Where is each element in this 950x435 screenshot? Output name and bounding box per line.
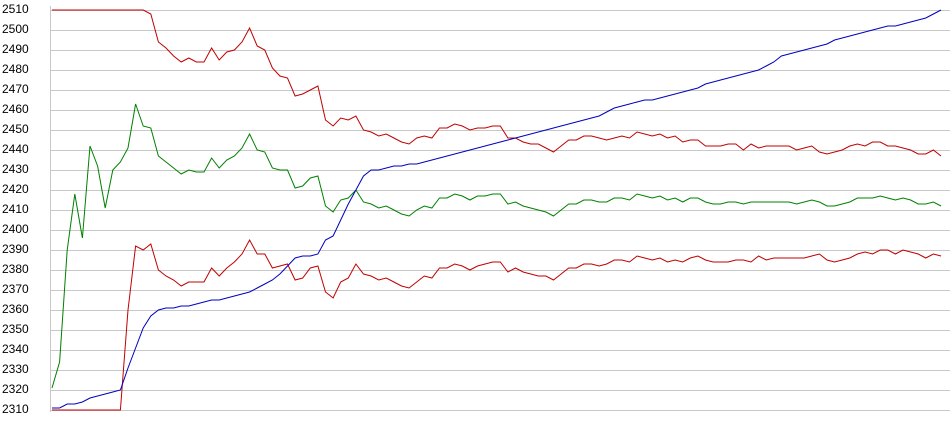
y-tick-label: 2310 bbox=[2, 402, 29, 416]
y-tick-label: 2480 bbox=[2, 62, 29, 76]
y-tick-label: 2370 bbox=[2, 282, 29, 296]
y-tick-label: 2360 bbox=[2, 302, 29, 316]
y-tick-label: 2430 bbox=[2, 162, 29, 176]
y-tick-label: 2450 bbox=[2, 122, 29, 136]
y-tick-label: 2420 bbox=[2, 182, 29, 196]
y-tick-label: 2440 bbox=[2, 142, 29, 156]
series-line bbox=[52, 9, 942, 157]
y-tick-label: 2320 bbox=[2, 382, 29, 396]
series-line bbox=[51, 103, 942, 389]
y-tick-label: 2510 bbox=[2, 2, 29, 16]
y-tick-label: 2410 bbox=[2, 202, 29, 216]
y-tick-label: 2340 bbox=[2, 342, 29, 356]
y-tick-label: 2350 bbox=[2, 322, 29, 336]
series-line bbox=[52, 9, 942, 409]
y-tick-label: 2330 bbox=[2, 362, 29, 376]
series-line bbox=[52, 238, 942, 411]
y-tick-label: 2490 bbox=[2, 42, 29, 56]
y-tick-label: 2400 bbox=[2, 222, 29, 236]
y-tick-label: 2390 bbox=[2, 242, 29, 256]
y-tick-label: 2470 bbox=[2, 82, 29, 96]
y-tick-label: 2460 bbox=[2, 102, 29, 116]
y-tick-label: 2380 bbox=[2, 262, 29, 276]
y-tick-label: 2500 bbox=[2, 22, 29, 36]
